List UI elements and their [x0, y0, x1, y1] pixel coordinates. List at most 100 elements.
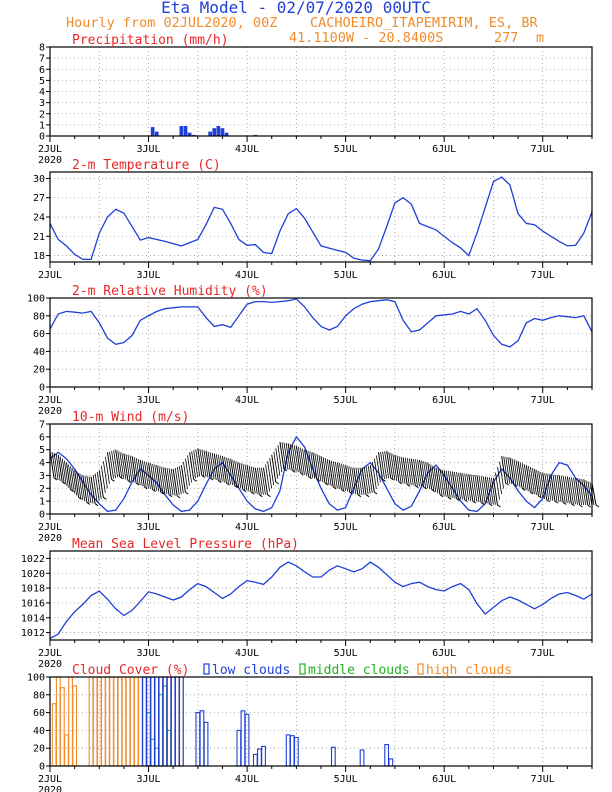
wind-barb-hatch	[141, 460, 147, 488]
wind-barb-hatch	[454, 471, 459, 499]
wind-ytick-label: 0	[39, 510, 45, 521]
cloud-cover-day-label: 4JUL	[235, 774, 259, 785]
wind-barb-head	[275, 481, 280, 485]
wind-barb-hatch	[166, 467, 172, 496]
wind-barb-hatch	[133, 457, 139, 485]
cloud-cover-day-label: 5JUL	[334, 774, 358, 785]
precipitation-bar	[187, 132, 192, 136]
precipitation-bar	[179, 126, 184, 136]
wind-barb-hatch	[577, 478, 583, 506]
precipitation-day-label: 3JUL	[136, 144, 160, 155]
humidity-day-label: 4JUL	[235, 395, 259, 406]
wind-barb-hatch	[113, 450, 119, 478]
wind-barb-hatch	[458, 472, 463, 500]
wind-barb-hatch	[236, 461, 242, 489]
wind-barb-head	[398, 481, 403, 485]
wind-barb-hatch	[242, 463, 248, 491]
wind-barb	[49, 450, 55, 479]
wind-year-label: 2020	[38, 533, 62, 544]
wind-barb-head	[472, 500, 477, 504]
temperature-title: 2-m Temperature (C)	[72, 158, 221, 173]
wind-barb-head	[324, 482, 329, 486]
wind-barb-hatch	[343, 464, 348, 492]
wind-barb-hatch	[523, 464, 529, 492]
wind-barb-hatch	[449, 471, 455, 499]
temperature-ytick-label: 21	[33, 232, 45, 243]
pressure-ytick-label: 1018	[21, 584, 45, 595]
wind-barb-hatch	[332, 461, 338, 489]
wind-barb-head	[267, 494, 271, 498]
wind-barb	[98, 470, 104, 498]
wind-barb-hatch	[111, 450, 116, 479]
wind-barb-head	[135, 482, 140, 486]
wind-barb-head	[365, 494, 370, 498]
high-clouds-bar	[109, 676, 114, 767]
wind-barb-head	[341, 489, 345, 492]
wind-barb-head	[300, 472, 304, 476]
wind-barb	[509, 457, 515, 485]
pressure-day-label: 3JUL	[136, 648, 160, 659]
wind-barb-hatch	[417, 459, 422, 487]
wind-barb-hatch	[211, 452, 217, 480]
wind-barb-hatch	[431, 465, 437, 493]
wind-barb-hatch	[330, 460, 336, 488]
pressure-frame	[49, 550, 593, 641]
wind-barb-hatch	[250, 466, 256, 494]
wind-title: 10-m Wind (m/s)	[72, 410, 189, 425]
wind-barb-hatch	[291, 444, 297, 472]
wind-barb-hatch	[573, 477, 578, 505]
wind-barb-hatch	[433, 466, 439, 494]
wind-ytick-label: 2	[39, 484, 45, 495]
wind-barb-hatch	[351, 467, 357, 495]
wind-barb-hatch	[585, 480, 591, 506]
wind-barb-hatch	[480, 476, 486, 504]
header: Eta Model - 02/07/2020 00UTC Hourly from…	[66, 0, 544, 46]
low-clouds-bar	[203, 721, 209, 767]
wind-barb-head	[562, 502, 567, 505]
wind-barb	[353, 467, 359, 495]
high-clouds-bar	[117, 676, 123, 767]
precipitation-ytick-label: 5	[39, 76, 45, 87]
wind-barb	[312, 452, 318, 480]
wind-barb-hatch	[158, 465, 164, 493]
cloud-cover-ytick-label: 100	[27, 673, 45, 684]
low-clouds-bar	[293, 736, 299, 767]
humidity-ytick-label: 100	[27, 294, 45, 305]
wind-barb	[304, 449, 310, 477]
wind-barb	[156, 465, 162, 493]
wind-barb-head	[102, 496, 107, 500]
wind-barb-hatch	[513, 459, 519, 487]
wind-barb-hatch	[105, 456, 110, 484]
wind-barb-hatch	[562, 476, 568, 504]
wind-barb-hatch	[86, 476, 92, 504]
wind-barb	[180, 465, 186, 493]
wind-barb-hatch	[72, 468, 77, 496]
wind-barb-hatch	[318, 455, 324, 483]
wind-barb-head	[497, 504, 501, 508]
wind-barb-hatch	[185, 458, 190, 486]
pressure-day-label: 6JUL	[432, 648, 456, 659]
high-clouds-bar	[96, 676, 102, 767]
humidity-ytick-label: 60	[33, 329, 45, 340]
wind-barb-hatch	[193, 450, 199, 478]
cloud-cover-panel: 0 20 40 60 80 100 2JUL 3JUL 4JUL 5JUL 6JUL 7JUL 2020…	[27, 663, 593, 792]
wind-barb-hatch	[283, 442, 289, 470]
pressure-series-line	[49, 561, 593, 640]
temperature-ytick-label: 27	[33, 193, 45, 204]
wind-barb-head	[464, 499, 468, 503]
wind-barb-hatch	[273, 451, 279, 479]
temperature-ytick-label: 24	[33, 213, 45, 224]
wind-frame	[49, 423, 593, 515]
wind-barb-hatch	[390, 452, 396, 480]
wind-barb-hatch	[256, 467, 262, 495]
wind-ytick-label: 6	[39, 432, 45, 443]
wind-barb	[295, 445, 301, 473]
wind-barb-hatch	[441, 469, 447, 497]
model-title: Eta Model - 02/07/2020 00UTC	[161, 0, 431, 17]
wind-day-label: 3JUL	[136, 522, 160, 533]
high-clouds-bar	[88, 676, 94, 767]
wind-barb-hatch	[367, 465, 373, 493]
low-clouds-bar	[244, 713, 250, 767]
wind-barb-hatch	[499, 461, 505, 489]
high-clouds-bar	[133, 676, 139, 767]
